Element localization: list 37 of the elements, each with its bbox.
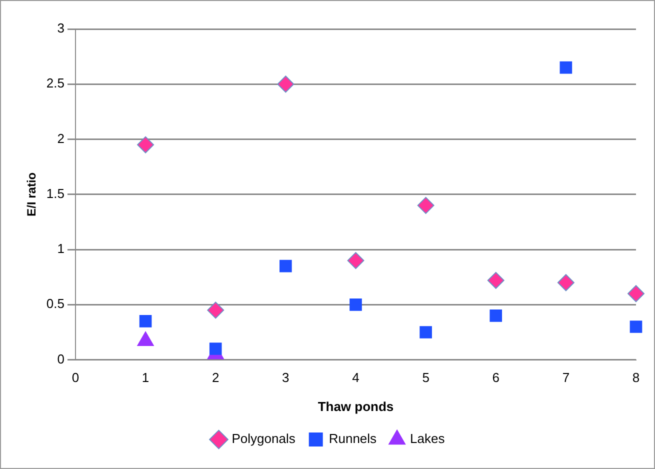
point [350,298,362,311]
x-tick-label: 3 [282,370,290,386]
point [628,285,644,302]
y-axis-title: E/I ratio [24,172,39,216]
point [137,136,154,154]
point [630,320,642,333]
point [487,272,504,289]
legend-label: Polygonals [232,431,296,446]
y-tick-label: 0 [57,351,64,366]
x-tick-label: 4 [352,370,360,386]
point [209,342,222,355]
y-tick-label: 1 [57,241,64,256]
x-tick-label: 0 [72,370,80,386]
point [557,274,574,292]
point [490,310,502,322]
point [417,196,434,214]
point [277,76,294,93]
x-tick-label: 5 [422,370,430,386]
y-tick-label: 2 [57,130,64,146]
legend-label: Runnels [328,431,378,446]
point [347,252,364,270]
y-tick-label: 1.5 [46,186,64,201]
point [139,315,152,328]
x-tick-label: 1 [142,370,150,386]
x-axis-title: Thaw ponds [318,398,394,414]
y-tick-label: 0.5 [46,296,64,312]
x-tick-label: 8 [632,370,640,386]
point [207,302,224,319]
point [280,260,292,272]
y-tick-label: 2.5 [46,76,64,91]
point [420,326,432,338]
x-tick-label: 2 [212,370,220,386]
x-tick-label: 6 [492,370,500,386]
x-tick-label: 7 [562,370,570,386]
point [560,61,572,74]
y-tick-label: 3 [57,20,64,36]
legend-label: Lakes [410,431,446,446]
